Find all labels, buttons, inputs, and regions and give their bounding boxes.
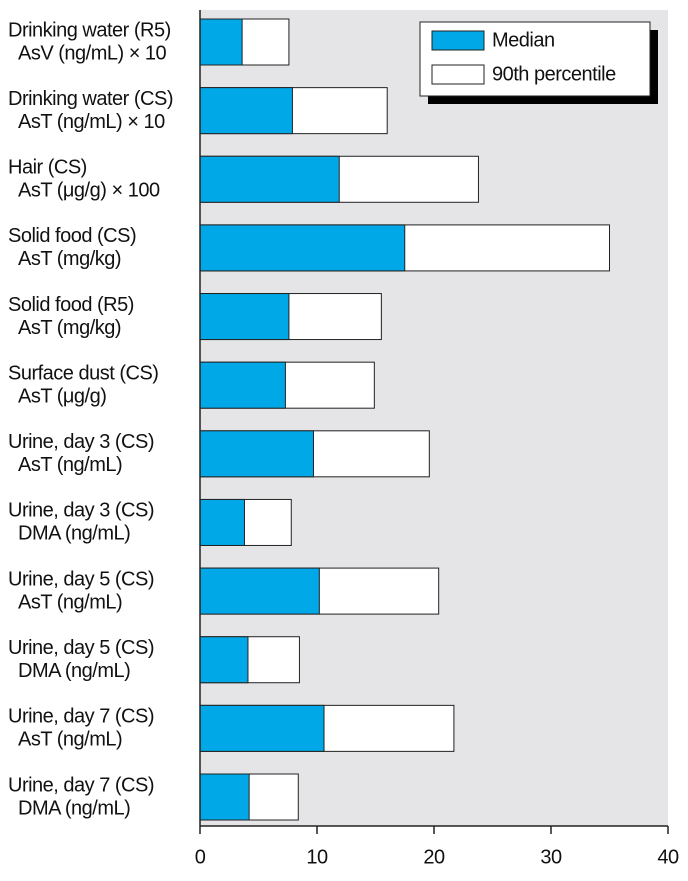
category-label: AsT (μg/g) xyxy=(18,385,106,407)
x-tick-label: 30 xyxy=(540,846,562,868)
legend-label: Median xyxy=(492,29,555,51)
x-tick-label: 0 xyxy=(195,846,206,868)
legend-label: 90th percentile xyxy=(492,63,616,85)
x-tick-label: 40 xyxy=(657,846,679,868)
category-label: Urine, day 3 (CS) xyxy=(8,500,154,522)
legend-swatch xyxy=(431,64,485,85)
category-label: Hair (CS) xyxy=(8,157,87,179)
category-label: Urine, day 3 (CS) xyxy=(8,431,154,453)
category-label: AsT (ng/mL) × 10 xyxy=(18,111,165,133)
category-label: Urine, day 7 (CS) xyxy=(8,706,154,728)
category-label: AsV (ng/mL) × 10 xyxy=(18,42,167,64)
bar xyxy=(199,361,286,409)
category-label: AsT (ng/mL) xyxy=(18,454,122,476)
category-label: Urine, day 5 (CS) xyxy=(8,637,154,659)
category-label: DMA (ng/mL) xyxy=(18,660,130,682)
category-label: AsT (ng/mL) xyxy=(18,729,122,751)
bar xyxy=(199,498,245,546)
category-label: Drinking water (R5) xyxy=(8,19,171,41)
bar xyxy=(199,155,340,203)
x-tick-label: 20 xyxy=(423,846,445,868)
category-label: DMA (ng/mL) xyxy=(18,797,130,819)
category-label: AsT (mg/kg) xyxy=(18,317,121,339)
category-label: Urine, day 5 (CS) xyxy=(8,568,154,590)
category-label: AsT (mg/kg) xyxy=(18,248,121,270)
bar xyxy=(199,430,314,478)
category-label: Solid food (CS) xyxy=(8,225,136,247)
bar xyxy=(199,293,290,341)
plot-area xyxy=(200,10,668,826)
bar xyxy=(199,773,250,821)
bar xyxy=(199,567,320,615)
category-label: AsT (μg/g) × 100 xyxy=(18,180,160,202)
category-label: Urine, day 7 (CS) xyxy=(8,774,154,796)
category-label: Drinking water (CS) xyxy=(8,88,173,110)
category-label: DMA (ng/mL) xyxy=(18,523,130,545)
bar xyxy=(199,224,406,272)
bar xyxy=(199,87,293,135)
category-label: Solid food (R5) xyxy=(8,294,134,316)
legend-swatch xyxy=(431,30,485,51)
category-label: AsT (ng/mL) xyxy=(18,591,122,613)
bar xyxy=(199,636,249,684)
category-label: Surface dust (CS) xyxy=(8,362,158,384)
x-tick-label: 10 xyxy=(306,846,328,868)
bar xyxy=(199,18,243,66)
bar xyxy=(199,704,325,752)
